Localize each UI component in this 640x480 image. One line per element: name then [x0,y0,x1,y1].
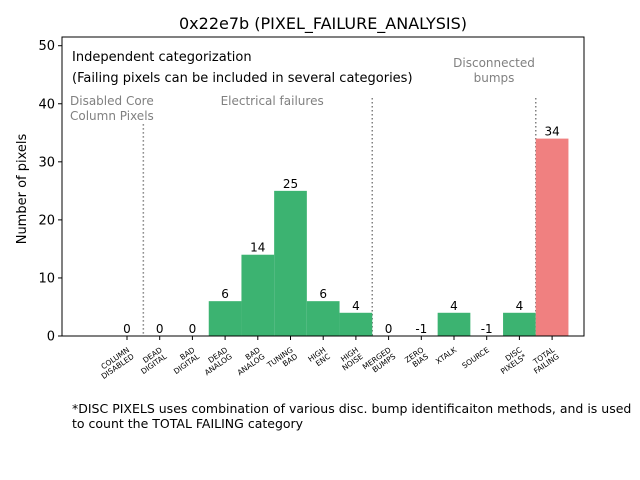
x-tick-label-line: SOURCE [460,345,491,370]
y-tick-label: 10 [38,271,55,286]
bar-value-label: 14 [250,241,265,255]
bar-bad-analog [241,254,275,336]
group-label: Electrical failures [221,94,324,108]
y-axis-ticks: 0 10 20 30 40 50 [38,39,62,345]
bar-value-label: 4 [352,299,360,313]
bar-high-noise [339,312,373,336]
bar-value-label: 6 [221,287,229,301]
group-label: bumps [474,71,515,85]
bar-value-label: 4 [516,299,524,313]
y-tick-label: 50 [38,39,55,54]
x-tick-label: XTALK [434,345,459,366]
group-label: Column Pixels [70,109,154,123]
annotation-multiple-categories: (Failing pixels can be included in sever… [72,71,413,86]
group-label: Disconnected [453,56,535,70]
y-tick-label: 40 [38,97,55,112]
chart-title: 0x22e7b (PIXEL_FAILURE_ANALYSIS) [179,14,467,34]
y-tick-label: 30 [38,155,55,170]
x-tick-label-line: XTALK [434,345,459,366]
bar-value-label: 0 [123,322,131,336]
footnote: *DISC PIXELS uses combination of various… [72,401,632,431]
bar-value-label: -1 [415,322,427,336]
bar-total-failing [535,138,569,336]
bar-value-labels: 0 0 0 6 14 25 6 4 0 -1 4 -1 4 34 [123,125,560,336]
y-tick-label: 0 [47,330,55,345]
bars [208,138,569,336]
bar-value-label: -1 [481,322,493,336]
bar-value-label: 6 [319,287,327,301]
bar-disc-pixels [503,312,536,336]
group-separators [142,97,537,336]
y-tick-label: 20 [38,213,55,228]
plot-frame [61,36,585,337]
x-tick-label: SOURCE [460,345,491,370]
group-label: Disabled Core [70,94,154,108]
bar-value-label: 34 [544,125,559,139]
bar-value-label: 4 [450,299,458,313]
bar-xtalk [437,312,471,336]
bar-tuning-bad [274,190,307,336]
bar-value-label: 25 [283,177,298,191]
bar-value-label: 0 [189,322,197,336]
bar-value-label: 0 [385,322,393,336]
bar-value-label: 0 [156,322,164,336]
annotation-independent: Independent categorization [72,50,252,65]
bar-dead-analog [208,301,242,336]
y-axis-label: Number of pixels [15,133,30,244]
bar-high-enc [306,301,340,336]
